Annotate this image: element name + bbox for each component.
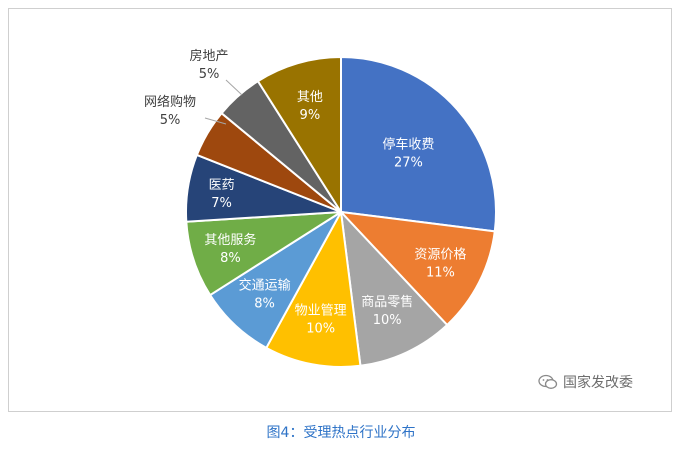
- pie-slice: [338, 210, 496, 327]
- slice-category-label: 停车收费: [382, 137, 434, 153]
- slice-value-label: 10%: [373, 313, 402, 328]
- slice-category-label: 其他: [297, 90, 323, 105]
- slice-category-label: 网络购物: [144, 94, 196, 110]
- slice-value-label: 5%: [160, 113, 181, 128]
- slice-value-label: 8%: [254, 296, 275, 311]
- leader-lines: [204, 79, 243, 125]
- slice-category-label: 其他服务: [204, 232, 256, 248]
- slice-value-label: 7%: [211, 196, 232, 211]
- watermark: 国家发改委: [538, 372, 633, 392]
- slice-category-label: 资源价格: [414, 247, 466, 263]
- slice-category-label: 交通运输: [239, 277, 291, 293]
- figure-caption: 图4：受理热点行业分布: [266, 425, 416, 441]
- pie-slice: [339, 209, 449, 367]
- leader-line: [204, 117, 227, 125]
- slice-labels: 停车收费 27% 资源价格 11% 商品零售 10% 物业管理 10% 交通运输 8% 其他服务 8%…: [144, 48, 466, 337]
- slice-category-label: 物业管理: [295, 304, 347, 319]
- pie-slice: [256, 55, 342, 216]
- slice-value-label: 9%: [300, 108, 321, 123]
- slice-value-label: 11%: [426, 266, 455, 281]
- watermark-text: 国家发改委: [563, 375, 633, 391]
- slice-category-label: 商品零售: [361, 294, 413, 310]
- pie-slice: [340, 55, 497, 233]
- pie-slices: [185, 55, 497, 368]
- slice-category-label: 房地产: [189, 48, 228, 64]
- wechat-icon: [538, 374, 558, 389]
- leader-line: [225, 79, 243, 96]
- slice-value-label: 27%: [394, 156, 423, 171]
- slice-value-label: 8%: [220, 251, 241, 266]
- slice-value-label: 10%: [306, 322, 335, 337]
- pie-slice: [264, 208, 362, 368]
- slice-value-label: 5%: [199, 67, 220, 82]
- slice-category-label: 医药: [209, 178, 235, 193]
